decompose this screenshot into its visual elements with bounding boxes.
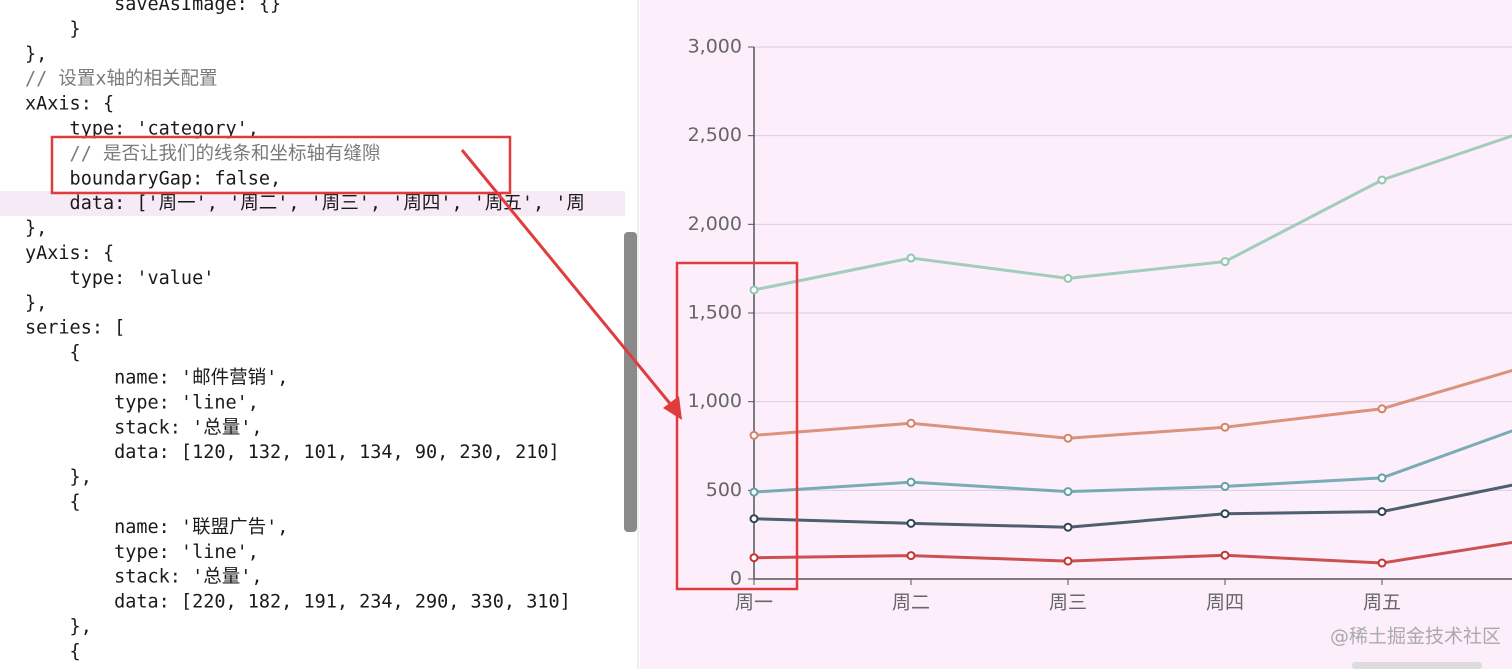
x-tick-label: 周五 xyxy=(1363,592,1401,614)
data-point xyxy=(906,518,916,528)
y-tick-label: 0 xyxy=(730,568,742,590)
data-point xyxy=(1377,473,1387,483)
code-line: saveAsImage: {} xyxy=(0,0,281,15)
data-point xyxy=(906,253,916,263)
code-line: type: 'line', xyxy=(0,542,259,563)
y-tick-label: 2,500 xyxy=(688,124,742,146)
code-line: { xyxy=(0,343,81,364)
chart: 0 500 1,000 1,500 2,000 2,500 3,000 周一 周二 周三 周四 周五 xyxy=(688,36,1512,614)
scrollbar[interactable] xyxy=(624,232,637,532)
data-point xyxy=(906,477,916,487)
code-line: boundaryGap: false, xyxy=(0,168,281,189)
x-tick-label: 周二 xyxy=(892,592,930,614)
code-line: type: 'category', xyxy=(0,119,259,140)
data-point xyxy=(1063,273,1073,283)
data-point xyxy=(1377,175,1387,185)
code-line: yAxis: { xyxy=(0,243,114,264)
code-line: type: 'line', xyxy=(0,392,259,413)
code-line: { xyxy=(0,641,81,662)
y-tick-label: 2,000 xyxy=(688,213,742,235)
chart-bg xyxy=(640,0,1512,669)
data-point xyxy=(1377,507,1387,517)
code-line: { xyxy=(0,492,81,513)
code: saveAsImage: {} } }, // 设置x轴的相关配置 xAxis:… xyxy=(0,0,585,662)
code-line: }, xyxy=(0,617,92,638)
y-tick-label: 1,000 xyxy=(688,390,742,412)
code-line: name: '邮件营销', xyxy=(0,368,288,389)
code-line: }, xyxy=(0,467,92,488)
data-point xyxy=(1377,404,1387,414)
code-line: }, xyxy=(0,293,47,314)
data-point xyxy=(1220,257,1230,267)
data-point xyxy=(749,514,759,524)
data-point xyxy=(749,487,759,497)
code-line: type: 'value' xyxy=(0,268,214,289)
code-line: xAxis: { xyxy=(0,94,114,115)
x-tick-label: 周四 xyxy=(1206,592,1244,614)
data-point xyxy=(906,418,916,428)
data-point xyxy=(749,553,759,563)
data-point xyxy=(906,551,916,561)
x-tick-label: 周一 xyxy=(735,592,773,614)
current-line xyxy=(0,191,625,216)
code-line: series: [ xyxy=(0,318,125,339)
code-line: }, xyxy=(0,44,47,65)
data-point xyxy=(1220,481,1230,491)
data-point xyxy=(1063,522,1073,532)
data-point xyxy=(1063,433,1073,443)
data-point xyxy=(1377,558,1387,568)
code-line: } xyxy=(0,19,81,40)
data-point xyxy=(1220,422,1230,432)
bar xyxy=(1352,662,1482,669)
data-point xyxy=(1220,550,1230,560)
code-line: data: [120, 132, 101, 134, 90, 230, 210] xyxy=(0,442,560,463)
code-line: stack: '总量', xyxy=(0,417,262,438)
y-tick-label: 3,000 xyxy=(688,36,742,58)
y-tick-label: 1,500 xyxy=(688,302,742,324)
data-point xyxy=(1063,556,1073,566)
code-line: // 设置x轴的相关配置 xyxy=(0,69,218,90)
data-point xyxy=(1063,487,1073,497)
x-tick-label: 周三 xyxy=(1049,592,1087,614)
watermark: @稀土掘金技术社区 xyxy=(1330,626,1501,648)
data-point xyxy=(749,430,759,440)
editor-bg xyxy=(0,0,640,669)
arrow xyxy=(460,149,674,407)
code-line: }, xyxy=(0,218,47,239)
code-line: data: [220, 182, 191, 234, 290, 330, 310… xyxy=(0,592,571,613)
arrow-head xyxy=(663,396,682,420)
highlight-box xyxy=(50,135,512,195)
y-tick-label: 500 xyxy=(706,479,742,501)
code-line: stack: '总量', xyxy=(0,567,262,588)
code-line: name: '联盟广告', xyxy=(0,517,288,538)
highlight-box xyxy=(675,261,799,591)
code-line: data: ['周一', '周二', '周三', '周四', '周五', '周 xyxy=(0,193,585,214)
data-point xyxy=(1220,509,1230,519)
code-line: // 是否让我们的线条和坐标轴有缝隙 xyxy=(0,143,380,164)
data-point xyxy=(749,285,759,295)
